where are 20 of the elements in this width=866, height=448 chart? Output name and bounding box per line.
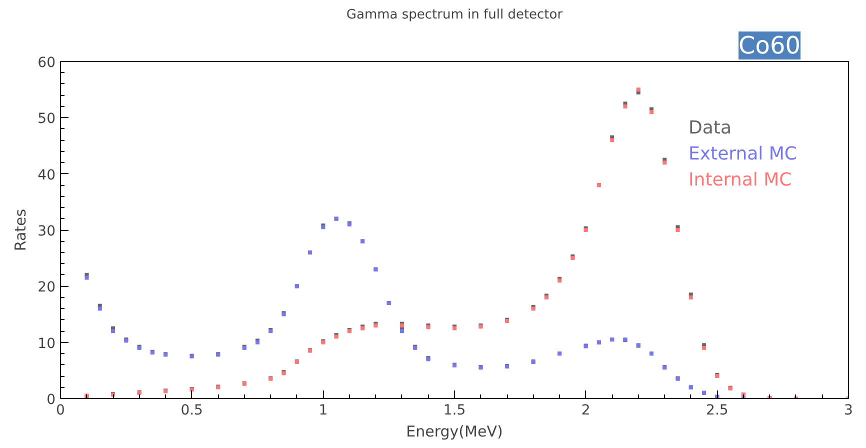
- y-tick-label: 10: [38, 336, 56, 352]
- text: External MC: [688, 144, 798, 164]
- y-tick-label: 50: [38, 111, 56, 128]
- x-tick-label: 0.5: [180, 402, 203, 418]
- x-tick-label: 3: [844, 402, 853, 418]
- y-tick-label: 0: [46, 392, 56, 408]
- x-tick-label: 1.5: [443, 402, 466, 418]
- series-label: Internal MC: [688, 170, 792, 190]
- y-axis-title: Rates: [12, 208, 30, 252]
- chart-title: Gamma spectrum in full detector: [346, 8, 564, 22]
- y-tick-label: 40: [38, 167, 56, 184]
- y-tick-label: 60: [38, 55, 56, 71]
- x-tick-label: 1: [318, 402, 328, 418]
- x-tick-label: 2.5: [706, 402, 728, 418]
- x-tick-label: 2: [581, 402, 590, 418]
- text: Co60: [738, 32, 801, 60]
- y-tick-label: 30: [38, 224, 56, 240]
- text: Data: [688, 118, 732, 138]
- y-tick-label: 20: [38, 280, 56, 296]
- x-axis-title: Energy(MeV): [406, 422, 503, 440]
